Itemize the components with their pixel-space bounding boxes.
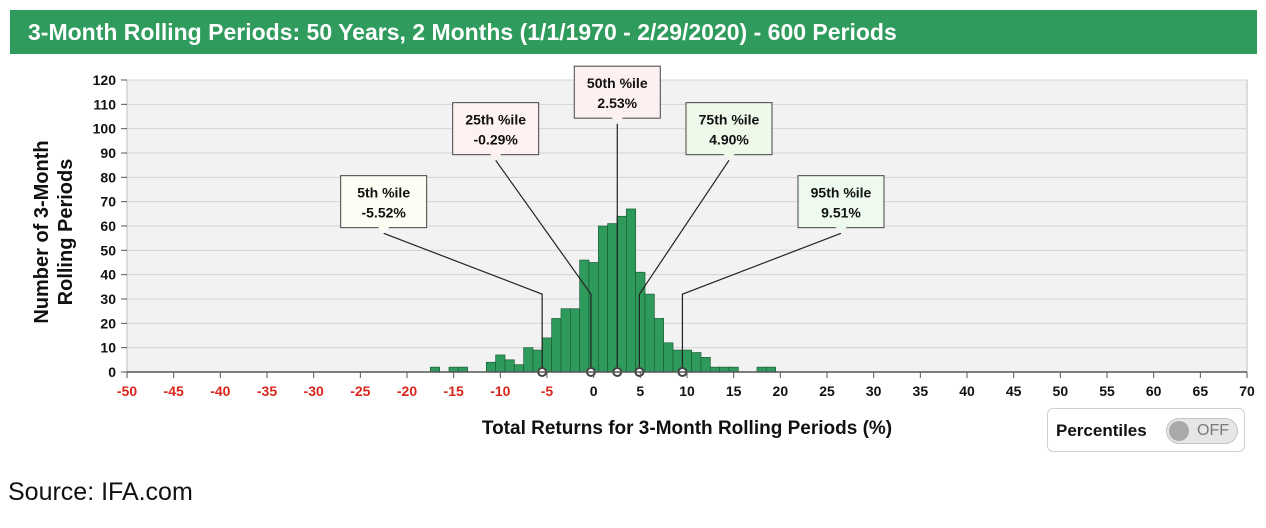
percentile-label-box bbox=[797, 175, 885, 229]
x-tick-label: 60 bbox=[1146, 383, 1162, 399]
percentile-value: -0.29% bbox=[473, 132, 518, 148]
histogram-bar bbox=[691, 352, 702, 373]
percentile-value: 4.90% bbox=[709, 132, 749, 148]
source-note: Source: IFA.com bbox=[8, 478, 193, 506]
percentiles-toggle[interactable]: Percentiles OFF bbox=[1047, 408, 1245, 452]
percentile-label-pointer bbox=[723, 153, 735, 161]
percentile-name: 50th %ile bbox=[587, 75, 648, 91]
histogram-bars bbox=[429, 208, 777, 373]
y-axis-label-line-1: Number of 3-Month bbox=[31, 140, 53, 323]
y-tick-label: 80 bbox=[100, 169, 116, 185]
histogram-bar bbox=[579, 259, 590, 373]
y-tick-label: 30 bbox=[100, 291, 116, 307]
x-tick-label: 0 bbox=[590, 383, 598, 399]
percentile-name: 5th %ile bbox=[357, 185, 410, 201]
y-tick-label: 0 bbox=[108, 364, 116, 380]
percentile-label-pointer bbox=[835, 226, 847, 234]
histogram-bar bbox=[644, 293, 655, 373]
x-tick-label: -5 bbox=[541, 383, 554, 399]
x-tick-label: 55 bbox=[1099, 383, 1115, 399]
x-axis-label: Total Returns for 3-Month Rolling Period… bbox=[482, 418, 892, 439]
histogram-bar bbox=[607, 223, 618, 373]
percentile-label-pointer bbox=[489, 153, 502, 161]
y-tick-label: 10 bbox=[100, 340, 116, 356]
histogram-bar bbox=[616, 215, 627, 373]
y-tick-label: 70 bbox=[100, 194, 116, 210]
histogram-chart: 5th %ile -5.52% 25th %ile -0.29% 50th %ile 2.… bbox=[31, 65, 1255, 439]
percentiles-switch[interactable]: OFF bbox=[1166, 418, 1238, 444]
percentile-callouts: 5th %ile -5.52% 25th %ile -0.29% 50th %ile 2.… bbox=[340, 65, 885, 377]
percentile-name: 75th %ile bbox=[699, 112, 760, 128]
percentile-label-box bbox=[573, 65, 661, 119]
percentiles-toggle-label: Percentiles bbox=[1056, 421, 1147, 440]
percentile-label-pointer bbox=[611, 117, 624, 124]
histogram-bar bbox=[485, 361, 497, 373]
histogram-bar bbox=[569, 308, 581, 373]
percentile-label-pointer bbox=[377, 226, 390, 234]
x-tick-label: -30 bbox=[304, 383, 324, 399]
x-tick-label: -15 bbox=[444, 383, 464, 399]
percentile-value: 9.51% bbox=[821, 205, 861, 221]
y-tick-label: 120 bbox=[93, 72, 117, 88]
histogram-bar bbox=[513, 364, 525, 373]
x-tick-label: 35 bbox=[913, 383, 929, 399]
percentile-leader-line bbox=[681, 232, 842, 372]
histogram-bar bbox=[653, 318, 665, 373]
x-tick-label: 70 bbox=[1239, 383, 1255, 399]
percentile-leader-line bbox=[638, 159, 730, 372]
x-tick-label: 25 bbox=[819, 383, 835, 399]
x-tick-label: 15 bbox=[726, 383, 742, 399]
y-axis-label-line-2: Rolling Periods bbox=[55, 159, 77, 306]
histogram-bar bbox=[597, 225, 609, 373]
x-axis-ticks: -50 -45 -40 -35 -30 -25 -20 -15 -10 -5 0 5 10 15 20 25 3… bbox=[117, 372, 1255, 399]
histogram-bar bbox=[495, 354, 506, 373]
histogram-bar bbox=[663, 342, 674, 373]
x-tick-label: 45 bbox=[1006, 383, 1022, 399]
x-tick-label: 5 bbox=[636, 383, 644, 399]
percentile-name: 25th %ile bbox=[465, 112, 526, 128]
x-tick-label: -35 bbox=[257, 383, 277, 399]
y-tick-label: 40 bbox=[100, 267, 116, 283]
x-tick-label: 65 bbox=[1193, 383, 1209, 399]
x-tick-label: 10 bbox=[679, 383, 695, 399]
percentile-label-box bbox=[685, 102, 773, 156]
y-tick-label: 20 bbox=[100, 315, 116, 331]
x-tick-label: 30 bbox=[866, 383, 882, 399]
histogram-bar bbox=[625, 208, 637, 373]
percentile-value: 2.53% bbox=[597, 95, 637, 111]
x-tick-label: 50 bbox=[1053, 383, 1069, 399]
percentile-leader-line bbox=[495, 159, 592, 372]
histogram-bar bbox=[560, 308, 571, 373]
percentile-leader-line bbox=[383, 232, 543, 372]
y-axis-label: Number of 3-Month Rolling Periods bbox=[31, 140, 77, 323]
y-axis-ticks: 0 10 20 30 40 50 60 70 80 90 100 110 120 bbox=[93, 72, 127, 380]
toggle-state-text: OFF bbox=[1197, 422, 1229, 439]
percentile-label-box bbox=[340, 175, 428, 229]
x-tick-label: 40 bbox=[959, 383, 975, 399]
y-tick-label: 60 bbox=[100, 218, 116, 234]
x-tick-label: -50 bbox=[117, 383, 137, 399]
histogram-bar bbox=[523, 347, 534, 373]
x-tick-label: -40 bbox=[210, 383, 230, 399]
percentile-name: 95th %ile bbox=[811, 185, 872, 201]
x-tick-label: -10 bbox=[490, 383, 510, 399]
x-tick-label: -45 bbox=[164, 383, 184, 399]
x-tick-label: -25 bbox=[350, 383, 370, 399]
histogram-bar bbox=[541, 337, 553, 373]
x-tick-label: 20 bbox=[773, 383, 789, 399]
histogram-bar bbox=[504, 359, 515, 373]
histogram-bar bbox=[551, 318, 562, 373]
y-tick-label: 110 bbox=[93, 96, 116, 112]
x-tick-label: -20 bbox=[397, 383, 417, 399]
percentile-value: -5.52% bbox=[361, 205, 406, 221]
percentile-label-box bbox=[452, 102, 540, 156]
chart-title: 3-Month Rolling Periods: 50 Years, 2 Mon… bbox=[10, 10, 1257, 54]
y-tick-label: 90 bbox=[100, 145, 116, 161]
toggle-knob-icon bbox=[1169, 421, 1189, 441]
y-tick-label: 50 bbox=[100, 242, 116, 258]
histogram-bar bbox=[700, 357, 711, 373]
y-tick-label: 100 bbox=[93, 121, 117, 137]
